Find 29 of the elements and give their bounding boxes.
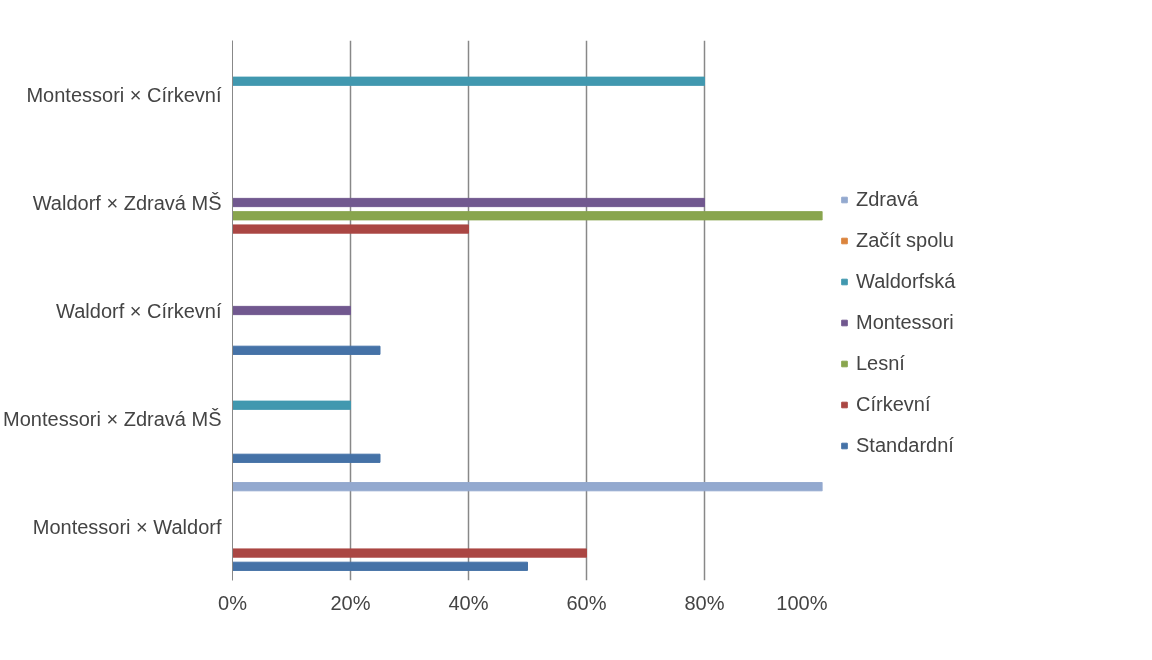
x-tick-label: 100%	[776, 591, 828, 614]
legend-label: Zdravá	[856, 187, 919, 211]
bar	[232, 548, 587, 558]
x-tick-label: 40%	[448, 591, 489, 614]
y-tick-label: Montessori × Zdravá MŠ	[3, 407, 222, 430]
bar	[232, 211, 823, 221]
bar	[232, 561, 528, 571]
bar	[232, 453, 381, 463]
x-tick-label: 20%	[330, 591, 371, 614]
bar	[232, 305, 351, 316]
legend-label: Standardní	[856, 433, 954, 457]
bar	[232, 400, 351, 410]
bar	[232, 224, 469, 234]
y-tick-label: Waldorf × Zdravá MŠ	[32, 191, 222, 214]
y-tick-label: Montessori × Církevní	[26, 83, 222, 106]
y-tick-label: Montessori × Waldorf	[32, 515, 222, 538]
bar	[232, 76, 705, 86]
legend-label: Církevní	[856, 392, 931, 416]
bar	[232, 345, 381, 355]
x-tick-label: 80%	[684, 591, 725, 614]
x-tick-label: 0%	[218, 591, 248, 614]
legend-label: Začít spolu	[856, 228, 954, 252]
bar	[232, 197, 705, 208]
y-tick-label: Waldorf × Církevní	[56, 299, 222, 322]
legend-label: Waldorfská	[856, 269, 956, 293]
legend-label: Montessori	[856, 310, 954, 334]
x-tick-label: 60%	[566, 591, 607, 614]
bar	[232, 482, 823, 492]
legend-label: Lesní	[856, 351, 905, 375]
